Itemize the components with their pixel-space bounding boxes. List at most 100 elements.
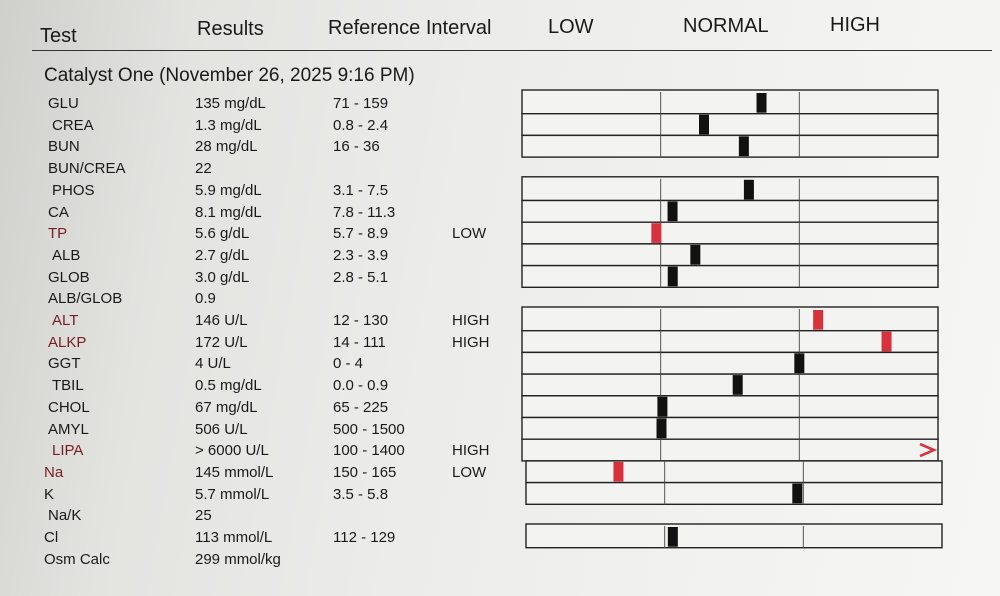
- result: 5.9 mg/dL: [195, 181, 262, 199]
- reference-interval: 71 - 159: [333, 95, 389, 112]
- indicator-bar: [521, 176, 939, 202]
- result-marker: [667, 527, 678, 547]
- test-name: BUN: [48, 138, 80, 156]
- result-marker: [667, 201, 678, 222]
- result-marker: [794, 353, 805, 374]
- test-name: ALB/GLOB: [48, 290, 123, 308]
- indicator-bar: [521, 221, 939, 245]
- reference-interval: 0.8 - 2.4: [333, 116, 389, 134]
- reference-interval: 14 - 111: [333, 333, 386, 351]
- reference-interval: 0 - 4: [333, 355, 364, 373]
- reference-interval: 2.8 - 5.1: [333, 268, 389, 286]
- indicator-bar: [521, 373, 939, 397]
- result: 67 mg/dL: [195, 398, 258, 416]
- result: 172 U/L: [195, 333, 248, 351]
- test-name: ALKP: [48, 333, 87, 351]
- indicator-bar: [521, 351, 939, 375]
- reference-interval: 3.5 - 5.8: [333, 485, 389, 503]
- reference-interval: 112 - 129: [333, 529, 396, 546]
- result: > 6000 U/L: [195, 442, 269, 460]
- test-name: LIPA: [52, 442, 84, 460]
- test-name: PHOS: [52, 181, 95, 199]
- indicator-bar: [525, 481, 943, 506]
- result: 299 mmol/kg: [195, 550, 281, 568]
- test-name: GLOB: [48, 268, 90, 286]
- result: 0.9: [195, 290, 216, 308]
- result: 28 mg/dL: [195, 138, 258, 156]
- result: 135 mg/dL: [195, 95, 266, 112]
- test-name: TP: [48, 225, 68, 243]
- test-name: Cl: [44, 529, 59, 546]
- test-name: GGT: [48, 355, 81, 373]
- result: 25: [195, 507, 212, 525]
- indicator-bar: [521, 438, 939, 462]
- section-title: Catalyst One (November 26, 2025 9:16 PM): [44, 65, 415, 86]
- reference-interval: 100 - 1400: [333, 442, 405, 460]
- test-name: CREA: [52, 116, 94, 134]
- test-name: CHOL: [48, 398, 90, 416]
- reference-interval: 65 - 225: [333, 398, 389, 416]
- indicator-bar: [521, 89, 939, 115]
- indicator-bar: [525, 460, 943, 484]
- result-marker: [651, 223, 662, 243]
- result: 1.3 mg/dL: [195, 116, 262, 134]
- reference-interval: 5.7 - 8.9: [333, 225, 389, 243]
- result-marker: [743, 179, 754, 200]
- flag: LOW: [452, 225, 487, 243]
- result: 22: [195, 160, 212, 178]
- column-header: LOW: [548, 16, 594, 38]
- reference-interval: 7.8 - 11.3: [333, 203, 396, 221]
- indicator-bar: [521, 112, 939, 137]
- test-name: Na/K: [48, 507, 82, 525]
- flag: HIGH: [452, 442, 490, 460]
- test-name: Na: [44, 463, 64, 481]
- test-name: GLU: [48, 95, 79, 112]
- result-marker: [738, 136, 749, 157]
- indicator-bar: [521, 330, 939, 354]
- test-name: CA: [48, 203, 69, 221]
- reference-interval: 2.3 - 3.9: [333, 246, 389, 264]
- reference-interval: 0.0 - 0.9: [333, 377, 389, 395]
- column-header: Results: [197, 18, 264, 40]
- test-name: BUN/CREA: [48, 160, 126, 178]
- reference-interval: 500 - 1500: [333, 420, 405, 438]
- indicator-bar: [521, 199, 939, 223]
- column-header: Test: [40, 25, 77, 47]
- result: 4 U/L: [195, 355, 231, 373]
- test-name: AMYL: [48, 420, 89, 438]
- result-marker: [699, 114, 709, 135]
- reference-interval: 16 - 36: [333, 138, 380, 156]
- result-marker: [813, 310, 824, 330]
- result-marker: [792, 483, 803, 504]
- result-marker: [881, 331, 892, 352]
- result-marker: [656, 418, 667, 439]
- reference-interval: 3.1 - 7.5: [333, 181, 389, 199]
- result-marker: [667, 266, 678, 287]
- header-rule: [32, 50, 992, 51]
- result-marker: [756, 93, 767, 113]
- indicator-bar: [521, 264, 939, 289]
- result: 5.6 g/dL: [195, 225, 250, 243]
- column-header: HIGH: [830, 14, 880, 36]
- test-name: K: [44, 485, 55, 503]
- indicator-bar: [521, 243, 939, 267]
- result: 145 mmol/L: [195, 463, 274, 481]
- result: 113 mmol/L: [195, 529, 273, 546]
- column-header: Reference Interval: [328, 17, 492, 39]
- result: 2.7 g/dL: [195, 246, 250, 264]
- indicator-bar: [525, 523, 943, 549]
- result: 0.5 mg/dL: [195, 377, 262, 395]
- result: 5.7 mmol/L: [195, 485, 270, 503]
- column-header: NORMAL: [683, 15, 769, 37]
- result: 506 U/L: [195, 420, 248, 438]
- reference-interval: 150 - 165: [333, 463, 397, 481]
- result-marker: [690, 244, 701, 265]
- indicator-bar: [521, 134, 939, 158]
- indicator-bar: [521, 416, 939, 440]
- result: 3.0 g/dL: [195, 268, 250, 286]
- test-name: ALB: [52, 246, 81, 264]
- indicator-bar: [521, 306, 939, 332]
- flag: LOW: [452, 463, 487, 481]
